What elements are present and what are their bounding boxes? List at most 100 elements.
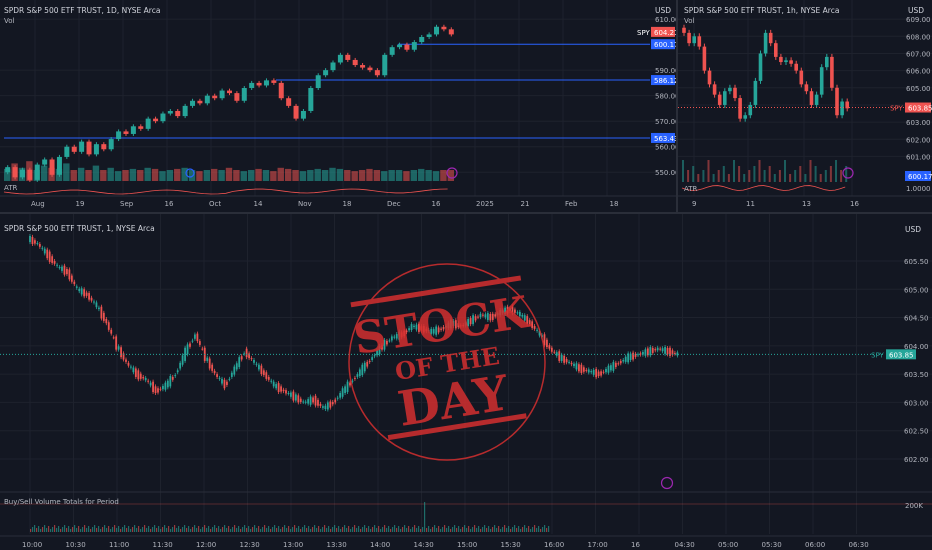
candle-body	[441, 26, 447, 30]
volume-bar	[130, 529, 132, 532]
time-tick-label: Feb	[565, 200, 578, 208]
candle-body	[262, 370, 265, 376]
volume-bar	[532, 527, 534, 532]
price-tick-label: 603.00	[906, 119, 931, 127]
volume-bar	[186, 528, 188, 532]
candle-body	[602, 371, 605, 373]
daily-currency[interactable]: USD	[655, 6, 672, 15]
volume-bar	[338, 526, 340, 532]
volume-bar	[112, 527, 114, 532]
candle-body	[639, 353, 642, 355]
candle-body	[661, 348, 664, 352]
volume-bar	[366, 168, 373, 181]
candle-body	[38, 244, 41, 247]
candle-body	[692, 36, 696, 44]
hourly-chart-svg[interactable]: 609.00608.00607.00606.00605.00604.00603.…	[678, 0, 932, 212]
candle-body	[472, 315, 474, 325]
candle-body	[408, 328, 410, 331]
volume-bar	[274, 525, 276, 532]
time-tick-label: 18	[343, 200, 352, 208]
key-level-tag-bg	[651, 132, 675, 143]
volume-bar	[809, 160, 812, 182]
hourly-currency[interactable]: USD	[908, 6, 925, 15]
volume-bar	[344, 170, 351, 181]
atr-tick-label: 1.0000	[906, 185, 931, 193]
volume-bar	[156, 528, 158, 532]
candle-body	[526, 316, 529, 324]
daily-chart-pane[interactable]: 610.00 590.00 580.00 570.00 560.00 550.00 600.…	[0, 0, 676, 212]
candle-body	[582, 367, 585, 372]
candle-body	[80, 288, 83, 295]
candle-body	[664, 347, 666, 354]
candle-body	[624, 356, 627, 362]
intraday-chart-pane[interactable]: 605.50 605.00 604.50 604.00 603.50 603.00 602.…	[0, 214, 932, 550]
candle-body	[496, 313, 499, 315]
volume-bar	[280, 529, 282, 532]
time-tick-label: 14:30	[414, 541, 434, 549]
volume-bar	[247, 170, 255, 181]
volume-bar	[446, 528, 448, 532]
volume-bar	[212, 527, 214, 532]
candle-body	[271, 80, 277, 83]
candle-body	[297, 395, 300, 403]
pane-divider-vertical[interactable]	[676, 0, 678, 212]
candle-body	[442, 326, 445, 330]
candle-body	[825, 56, 829, 68]
time-tick-label: 15:00	[457, 541, 477, 549]
candle-body	[270, 380, 273, 382]
volume-bar	[300, 529, 302, 532]
candle-body	[116, 131, 122, 140]
candle-body	[538, 330, 541, 336]
volume-bar	[302, 527, 304, 532]
pane-divider-horizontal[interactable]	[0, 212, 932, 214]
volume-bar	[208, 526, 210, 532]
candle-body	[294, 394, 297, 401]
volume-bar	[498, 526, 500, 532]
time-tick-label: Oct	[209, 200, 221, 208]
candle-body	[34, 240, 36, 244]
candle-body	[405, 330, 408, 333]
candle-body	[345, 54, 351, 60]
candle-body	[553, 351, 556, 353]
volume-bar	[370, 529, 372, 532]
volume-bar	[410, 529, 412, 532]
time-tick-label: 16	[631, 541, 640, 549]
hourly-chart-pane[interactable]: 609.00608.00607.00606.00605.00604.00603.…	[678, 0, 932, 212]
candle-body	[174, 375, 177, 377]
candle-body	[400, 332, 403, 338]
candle-body	[712, 84, 717, 95]
volume-bar	[362, 527, 364, 532]
intraday-chart-svg[interactable]: 605.50 605.00 604.50 604.00 603.50 603.00 602.…	[0, 214, 932, 550]
candle-body	[789, 60, 793, 64]
volume-bar	[211, 168, 218, 181]
candle-body	[358, 369, 361, 377]
candle-body	[573, 363, 575, 367]
candle-body	[250, 358, 253, 360]
candle-body	[162, 385, 164, 390]
time-tick-label: 10:00	[22, 541, 42, 549]
candle-body	[809, 91, 814, 105]
candle-body	[176, 370, 179, 373]
volume-bar	[394, 525, 396, 532]
candle-body	[95, 302, 98, 308]
daily-chart-svg[interactable]: 610.00 590.00 580.00 570.00 560.00 550.00 600.…	[0, 0, 676, 212]
candle-body	[366, 361, 369, 367]
volume-bar	[56, 528, 58, 532]
candle-body	[753, 80, 758, 105]
volume-bar	[324, 525, 326, 532]
candle-body	[356, 374, 359, 377]
candle-body	[36, 243, 39, 245]
volume-bar	[824, 170, 827, 182]
volume-bar	[110, 529, 112, 532]
volume-bar	[150, 529, 152, 532]
volume-bar	[386, 528, 388, 532]
intraday-currency[interactable]: USD	[905, 225, 922, 234]
price-tick-label: 604.00	[904, 343, 929, 351]
candle-body	[329, 401, 332, 408]
candle-body	[78, 288, 81, 292]
volume-bar	[63, 163, 70, 181]
volume-bar	[86, 528, 88, 532]
volume-bar	[414, 525, 416, 532]
candle-body	[290, 392, 292, 397]
candle-body	[219, 90, 225, 99]
